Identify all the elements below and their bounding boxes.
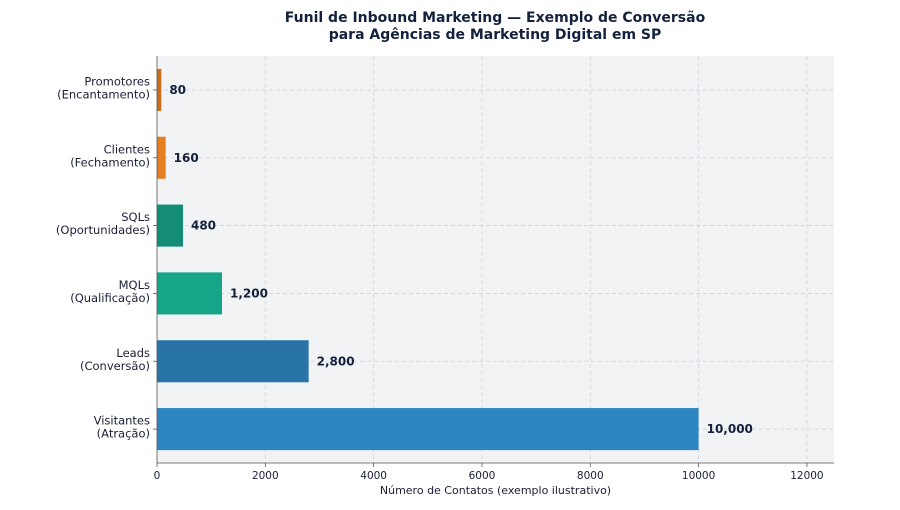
bar [157, 68, 162, 111]
category-label: (Conversão) [80, 359, 150, 373]
category-label: Leads [116, 346, 150, 360]
category-label: (Atração) [97, 427, 150, 441]
bar [157, 340, 309, 383]
x-axis-label: Número de Contatos (exemplo ilustrativo) [380, 484, 611, 497]
bar [157, 272, 222, 315]
chart-title-line1: Funil de Inbound Marketing — Exemplo de … [285, 10, 706, 26]
category-label: (Encantamento) [57, 87, 150, 101]
chart-title-line2: para Agências de Marketing Digital em SP [329, 27, 662, 43]
bar-value-label: 1,200 [230, 286, 268, 300]
category-label: (Qualificação) [70, 291, 150, 305]
x-tick-label: 6000 [469, 470, 496, 482]
category-label: (Oportunidades) [56, 223, 150, 237]
bar-value-label: 80 [169, 83, 186, 97]
category-labels: Visitantes(Atração)Leads(Conversão)MQLs(… [56, 74, 150, 440]
bar [157, 136, 166, 179]
bar-value-label: 2,800 [317, 354, 355, 368]
x-tick-label: 12000 [790, 470, 823, 482]
bar [157, 204, 183, 247]
bar-value-label: 10,000 [707, 422, 753, 436]
bar-value-label: 160 [174, 151, 199, 165]
x-tick-label: 8000 [577, 470, 604, 482]
category-label: Visitantes [94, 414, 150, 428]
category-label: Clientes [104, 142, 150, 156]
x-tick-label: 10000 [682, 470, 715, 482]
bars-layer: 10,000 2,800 1,200 480 160 80 [157, 68, 753, 451]
bar [157, 408, 699, 451]
bar-value-label: 480 [191, 219, 216, 233]
category-label: MQLs [119, 278, 150, 292]
category-label: Promotores [84, 74, 150, 88]
ticks-layer: 0 2000 4000 6000 8000 10000 12000 [153, 89, 824, 482]
x-tick-label: 0 [154, 470, 161, 482]
x-tick-label: 4000 [360, 470, 387, 482]
plot-area [157, 56, 834, 463]
category-label: SQLs [121, 210, 150, 224]
x-tick-label: 2000 [252, 470, 279, 482]
category-label: (Fechamento) [70, 155, 150, 169]
